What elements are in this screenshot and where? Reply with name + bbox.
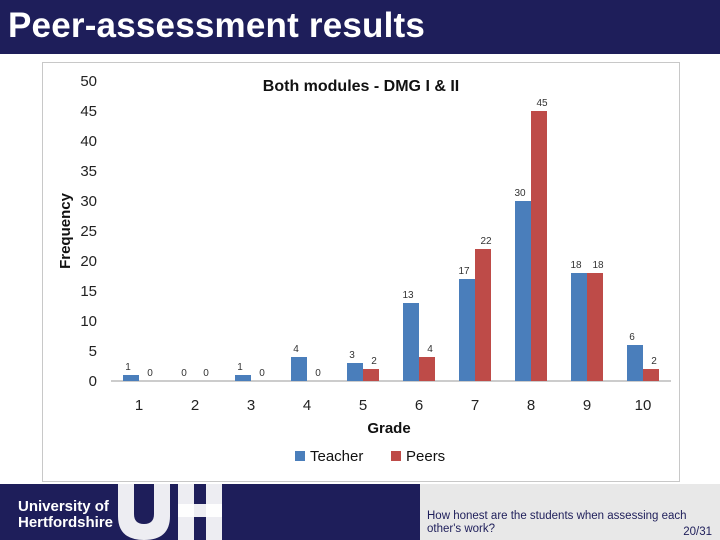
data-label: 13: [402, 290, 414, 301]
data-label: 0: [315, 368, 321, 379]
bar-teacher: [347, 363, 363, 381]
y-tick-label: 45: [80, 103, 97, 120]
data-label: 3: [349, 350, 355, 361]
bar-peers: [419, 357, 435, 381]
y-axis-title: Frequency: [57, 192, 74, 269]
logo-line-2: Hertfordshire: [18, 514, 114, 531]
y-tick-labels: 0 5 10 15 20 25 30 35 40 45 50: [80, 73, 97, 390]
chart-container: Both modules - DMG I & II Frequency Grad…: [42, 62, 680, 482]
legend-swatch: [295, 451, 305, 461]
data-label: 2: [371, 356, 377, 367]
caption-panel: How honest are the students when assessi…: [420, 484, 720, 540]
bar-series: [123, 111, 659, 381]
bar-teacher: [123, 375, 139, 381]
bar-peers: [363, 369, 379, 381]
x-tick-label: 7: [471, 397, 479, 414]
legend-label: Teacher: [310, 448, 363, 465]
y-tick-label: 5: [89, 343, 97, 360]
x-tick-label: 4: [303, 397, 311, 414]
x-tick-label: 9: [583, 397, 591, 414]
bar-teacher: [627, 345, 643, 381]
data-labels: 1 0 1 4 3 13 17 30 18 6 0 0 0 0 2 4 22 45 18 2: [125, 98, 657, 379]
slide-title: Peer-assessment results: [8, 6, 426, 45]
y-tick-label: 15: [80, 283, 97, 300]
data-label: 45: [536, 98, 548, 109]
page-number: 20/31: [683, 526, 712, 538]
bar-chart: Both modules - DMG I & II Frequency Grad…: [57, 73, 671, 465]
chart-legend: Teacher Peers: [295, 448, 445, 465]
legend-swatch: [391, 451, 401, 461]
data-label: 0: [203, 368, 209, 379]
y-tick-label: 20: [80, 253, 97, 270]
x-tick-label: 3: [247, 397, 255, 414]
chart-title: Both modules - DMG I & II: [263, 78, 459, 95]
bar-peers: [531, 111, 547, 381]
y-tick-label: 30: [80, 193, 97, 210]
x-tick-label: 10: [635, 397, 652, 414]
data-label: 0: [147, 368, 153, 379]
data-label: 6: [629, 332, 635, 343]
y-tick-label: 50: [80, 73, 97, 90]
bar-peers: [643, 369, 659, 381]
y-tick-label: 25: [80, 223, 97, 240]
bar-teacher: [403, 303, 419, 381]
data-label: 30: [514, 188, 526, 199]
uh-monogram-icon: [118, 484, 222, 540]
y-tick-label: 10: [80, 313, 97, 330]
y-tick-label: 0: [89, 373, 97, 390]
x-tick-label: 6: [415, 397, 423, 414]
x-tick-label: 2: [191, 397, 199, 414]
data-label: 0: [181, 368, 187, 379]
bar-teacher: [291, 357, 307, 381]
logo-line-1: University of: [18, 498, 109, 515]
university-logo: University of Hertfordshire: [18, 499, 113, 531]
x-tick-label: 5: [359, 397, 367, 414]
x-tick-labels: 1 2 3 4 5 6 7 8 9 10: [135, 397, 652, 414]
x-tick-label: 1: [135, 397, 143, 414]
bar-teacher: [571, 273, 587, 381]
data-label: 18: [592, 260, 604, 271]
data-label: 2: [651, 356, 657, 367]
data-label: 4: [293, 344, 299, 355]
data-label: 4: [427, 344, 433, 355]
bar-peers: [475, 249, 491, 381]
bar-teacher: [459, 279, 475, 381]
data-label: 17: [458, 266, 470, 277]
x-tick-label: 8: [527, 397, 535, 414]
data-label: 18: [570, 260, 582, 271]
slide-footer: University of Hertfordshire How honest a…: [0, 484, 720, 540]
x-axis-title: Grade: [367, 420, 410, 437]
slide-caption: How honest are the students when assessi…: [427, 510, 687, 535]
data-label: 1: [125, 362, 131, 373]
y-tick-label: 40: [80, 133, 97, 150]
data-label: 0: [259, 368, 265, 379]
legend-label: Peers: [406, 448, 445, 465]
slide-header: Peer-assessment results: [0, 0, 720, 54]
bar-peers: [587, 273, 603, 381]
bar-teacher: [515, 201, 531, 381]
data-label: 22: [480, 236, 492, 247]
bar-teacher: [235, 375, 251, 381]
y-tick-label: 35: [80, 163, 97, 180]
data-label: 1: [237, 362, 243, 373]
